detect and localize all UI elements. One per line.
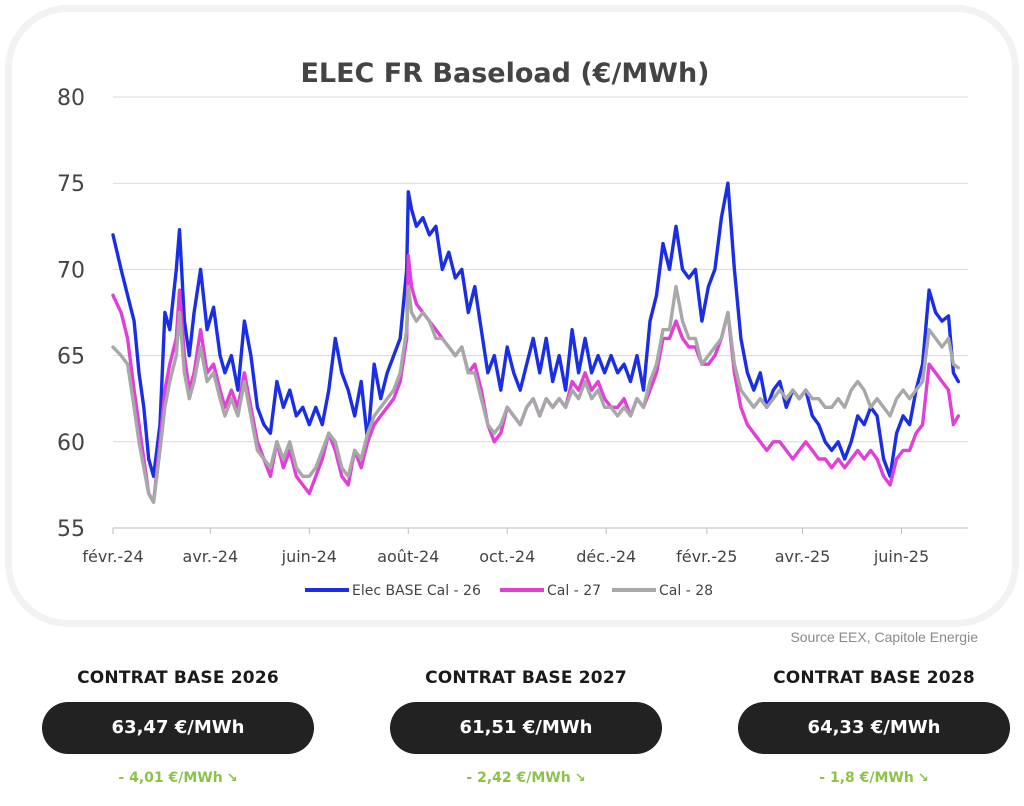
- arrow-down-right-icon: ↘: [917, 771, 929, 786]
- delta-value: - 2,42 €/MWh: [466, 770, 571, 786]
- contract-price: 64,33 €/MWh: [738, 702, 1010, 754]
- y-tick-label: 80: [57, 86, 85, 111]
- x-tick-label: févr.-25: [676, 547, 737, 566]
- y-tick-label: 65: [57, 345, 85, 370]
- x-tick-label: août-24: [377, 547, 439, 566]
- contract-label: CONTRAT BASE 2028: [773, 668, 975, 688]
- contract-delta: - 4,01 €/MWh ↘: [42, 770, 314, 786]
- source-note: Source EEX, Capitole Energie: [790, 629, 978, 645]
- contract-label: CONTRAT BASE 2027: [425, 668, 627, 688]
- arrow-down-right-icon: ↘: [574, 771, 586, 786]
- contract-2028: CONTRAT BASE 2028 64,33 €/MWh - 1,8 €/MW…: [738, 668, 1010, 786]
- delta-value: - 1,8 €/MWh: [819, 770, 914, 786]
- chart-title: ELEC FR Baseload (€/MWh): [300, 58, 709, 89]
- y-tick-label: 75: [57, 172, 85, 197]
- contract-delta: - 2,42 €/MWh ↘: [390, 770, 662, 786]
- x-tick-label: juin-25: [873, 547, 929, 566]
- line-chart: ELEC FR Baseload (€/MWh) 55 60 65 70 75 80 fé…: [57, 58, 968, 599]
- y-axis: 55 60 65 70 75 80: [57, 86, 85, 542]
- legend-label: Cal - 28: [659, 583, 713, 599]
- legend-label: Cal - 27: [547, 583, 601, 599]
- y-tick-label: 60: [57, 431, 85, 456]
- y-tick-label: 70: [57, 258, 85, 283]
- contract-2026: CONTRAT BASE 2026 63,47 €/MWh - 4,01 €/M…: [42, 668, 314, 786]
- y-tick-label: 55: [57, 517, 85, 542]
- legend-label: Elec BASE Cal - 26: [352, 583, 481, 599]
- contract-price: 63,47 €/MWh: [42, 702, 314, 754]
- arrow-down-right-icon: ↘: [226, 771, 238, 786]
- x-tick-label: avr.-25: [775, 547, 831, 566]
- series-lines: [111, 181, 960, 504]
- x-tick-label: oct.-24: [479, 547, 535, 566]
- contract-price: 61,51 €/MWh: [390, 702, 662, 754]
- x-tick-label: févr.-24: [82, 547, 143, 566]
- series-line-1: [111, 181, 960, 478]
- delta-value: - 4,01 €/MWh: [118, 770, 223, 786]
- series-line-3: [111, 284, 960, 504]
- x-tick-label: juin-24: [281, 547, 337, 566]
- x-axis: févr.-24 avr.-24 juin-24 août-24 oct.-24 déc.…: [82, 527, 968, 566]
- contract-2027: CONTRAT BASE 2027 61,51 €/MWh - 2,42 €/M…: [390, 668, 662, 786]
- x-tick-label: déc.-24: [576, 547, 636, 566]
- contract-delta: - 1,8 €/MWh ↘: [738, 770, 1010, 786]
- x-tick-label: avr.-24: [183, 547, 239, 566]
- legend: Elec BASE Cal - 26 Cal - 27 Cal - 28: [305, 583, 713, 599]
- contract-label: CONTRAT BASE 2026: [77, 668, 279, 688]
